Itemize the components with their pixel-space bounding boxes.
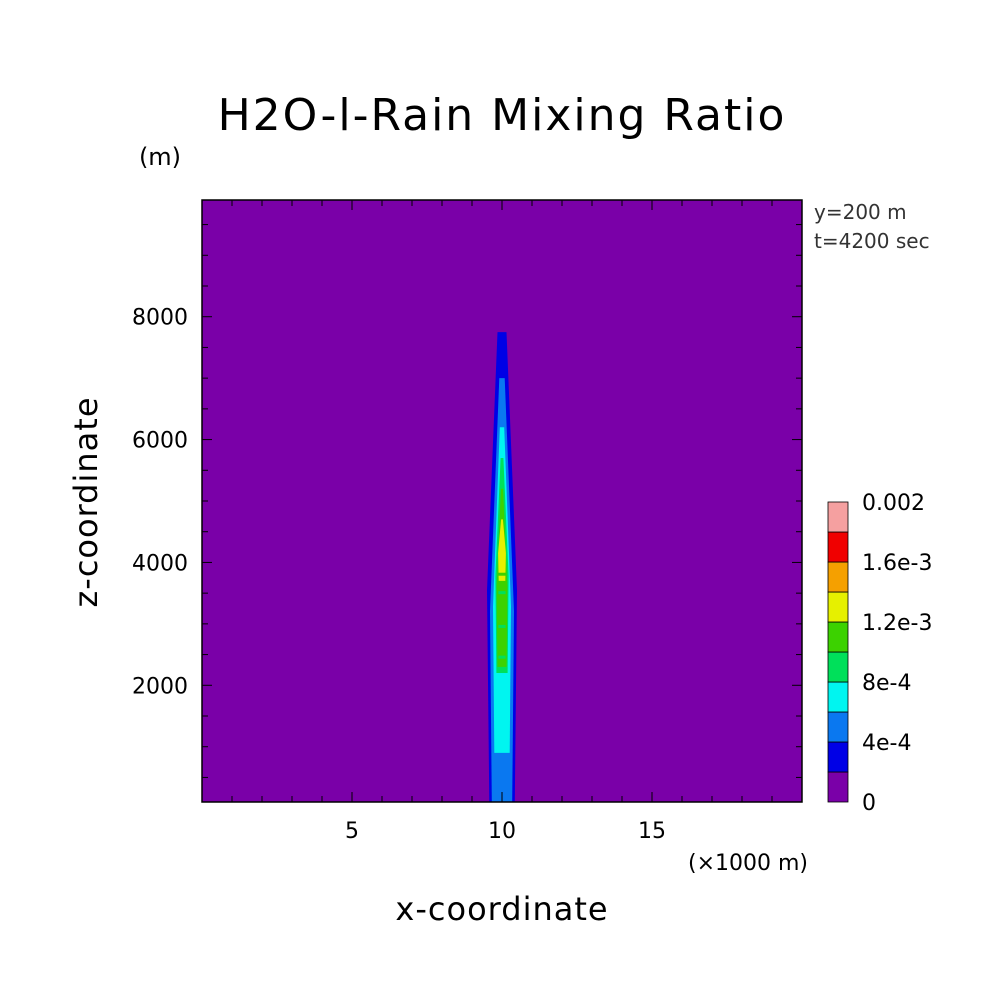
axis-ticks (202, 200, 802, 802)
y-tick-label: 2000 (132, 674, 188, 699)
x-tick-label: 10 (488, 819, 516, 844)
colorbar-swatch (827, 621, 849, 653)
colorbar-swatch (827, 561, 849, 593)
colorbar-swatch (827, 501, 849, 533)
colorbar-label: 0.002 (862, 491, 925, 516)
plume-contour-0.0012 (498, 519, 506, 581)
y-axis-label: z-coordinate (67, 396, 105, 607)
colorbar-swatch (827, 681, 849, 713)
colorbar-label: 0 (862, 791, 876, 816)
core-band (498, 572, 506, 576)
x-tick-label: 5 (345, 819, 359, 844)
y-tick-label: 6000 (132, 429, 188, 454)
colorbar-swatch (827, 531, 849, 563)
colorbar-label: 4e-4 (862, 731, 911, 756)
colorbar-label: 1.2e-3 (862, 611, 932, 636)
core-band (498, 606, 506, 610)
colorbar-swatch (827, 711, 849, 743)
colorbar-swatch (827, 771, 849, 803)
core-band (498, 624, 506, 628)
core-band (498, 591, 506, 595)
core-band (498, 643, 506, 647)
y-tick-label: 4000 (132, 551, 188, 576)
colorbar: 0 4e-4 8e-4 1.2e-3 1.6e-3 0.002 (827, 491, 932, 816)
colorbar-label: 8e-4 (862, 671, 911, 696)
x-axis-label: x-coordinate (395, 890, 608, 928)
plot-area (201, 199, 803, 803)
annotation-y: y=200 m (814, 200, 907, 224)
colorbar-swatch (827, 741, 849, 773)
x-tick-label: 15 (638, 819, 666, 844)
colorbar-label: 1.6e-3 (862, 551, 932, 576)
x-unit-label: (×1000 m) (688, 851, 808, 876)
colorbar-swatch (827, 591, 849, 623)
annotation-t: t=4200 sec (814, 229, 930, 253)
chart-title: H2O-l-Rain Mixing Ratio (218, 90, 787, 141)
axis-labels: 5 10 15 2000 4000 6000 8000 (132, 306, 666, 844)
y-unit-label: (m) (139, 143, 181, 171)
core-band (498, 655, 506, 659)
colorbar-swatch (827, 651, 849, 683)
y-tick-label: 8000 (132, 306, 188, 331)
